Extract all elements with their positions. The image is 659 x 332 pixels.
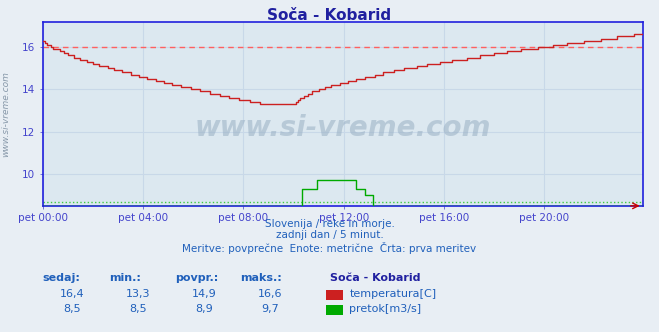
Text: 13,3: 13,3 <box>126 289 151 299</box>
Text: Soča - Kobarid: Soča - Kobarid <box>330 273 420 283</box>
Text: 8,9: 8,9 <box>196 304 213 314</box>
Text: 8,5: 8,5 <box>130 304 147 314</box>
Text: 9,7: 9,7 <box>262 304 279 314</box>
Text: min.:: min.: <box>109 273 140 283</box>
Text: Slovenija / reke in morje.: Slovenija / reke in morje. <box>264 219 395 229</box>
Text: povpr.:: povpr.: <box>175 273 218 283</box>
Text: pretok[m3/s]: pretok[m3/s] <box>349 304 421 314</box>
Text: 16,4: 16,4 <box>60 289 85 299</box>
Text: maks.:: maks.: <box>241 273 282 283</box>
Text: 16,6: 16,6 <box>258 289 283 299</box>
Text: 8,5: 8,5 <box>64 304 81 314</box>
Text: temperatura[C]: temperatura[C] <box>349 289 436 299</box>
Text: zadnji dan / 5 minut.: zadnji dan / 5 minut. <box>275 230 384 240</box>
Text: Meritve: povprečne  Enote: metrične  Črta: prva meritev: Meritve: povprečne Enote: metrične Črta:… <box>183 241 476 254</box>
Text: Soča - Kobarid: Soča - Kobarid <box>268 8 391 23</box>
Text: www.si-vreme.com: www.si-vreme.com <box>194 115 491 142</box>
Text: www.si-vreme.com: www.si-vreme.com <box>1 71 10 157</box>
Text: 14,9: 14,9 <box>192 289 217 299</box>
Text: sedaj:: sedaj: <box>43 273 80 283</box>
